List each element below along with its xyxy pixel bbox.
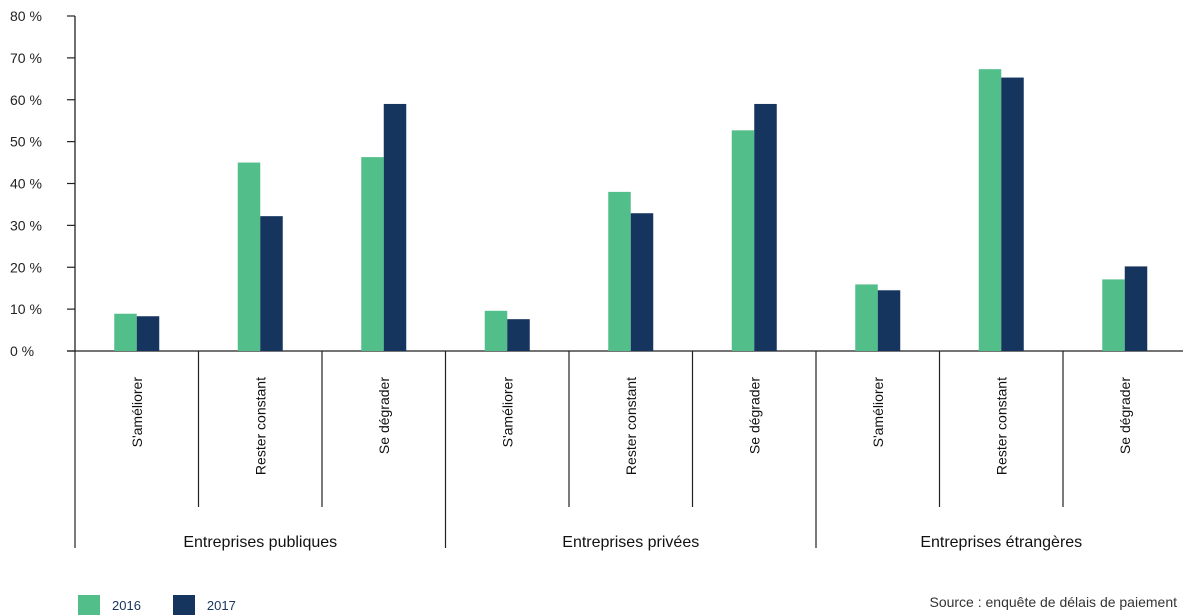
category-label: Rester constant bbox=[623, 377, 639, 475]
category-label: S'améliorer bbox=[499, 377, 515, 448]
bar-entreprises-privees-se-degrader-2016 bbox=[731, 130, 755, 351]
bar-entreprises-etrangeres-s-ameliorer-2016 bbox=[855, 284, 878, 351]
bar-chart: 0 % 10 % 20 % 30 % 40 % 50 % 60 % 70 % 80 % S'amé… bbox=[10, 8, 1183, 551]
bar-entreprises-publiques-rester-constant-2016 bbox=[237, 162, 261, 351]
bar-entreprises-etrangeres-rester-constant-2017 bbox=[1001, 77, 1024, 352]
category-label: Rester constant bbox=[993, 377, 1009, 475]
bar-entreprises-privees-rester-constant-2017 bbox=[630, 213, 654, 351]
category-label: S'améliorer bbox=[870, 377, 886, 448]
category-label: Se dégrader bbox=[746, 377, 762, 454]
y-tick-label: 20 % bbox=[10, 259, 42, 275]
bar-entreprises-publiques-s-ameliorer-2017 bbox=[136, 316, 160, 351]
bar-entreprises-publiques-rester-constant-2017 bbox=[260, 216, 283, 351]
legend: 2016 2017 bbox=[78, 595, 268, 615]
bar-entreprises-publiques-se-degrader-2016 bbox=[361, 157, 384, 351]
bar-entreprises-publiques-s-ameliorer-2016 bbox=[114, 313, 137, 351]
y-tick-label: 60 % bbox=[10, 92, 42, 108]
bar-entreprises-privees-s-ameliorer-2017 bbox=[507, 319, 530, 351]
y-tick-label: 70 % bbox=[10, 50, 42, 66]
legend-label-2017: 2017 bbox=[206, 597, 236, 613]
bar-entreprises-etrangeres-s-ameliorer-2017 bbox=[877, 290, 901, 351]
legend-swatch-2016 bbox=[78, 595, 100, 615]
y-tick-label: 30 % bbox=[10, 217, 42, 233]
legend-swatch-2017 bbox=[172, 595, 195, 615]
y-tick-label: 10 % bbox=[10, 301, 42, 317]
y-tick-label: 0 % bbox=[10, 343, 34, 359]
legend-item-2017: 2017 bbox=[172, 595, 236, 615]
bar-entreprises-privees-se-degrader-2017 bbox=[754, 103, 777, 351]
category-label: Se dégrader bbox=[1117, 377, 1133, 454]
group-label-entreprises-publiques: Entreprises publiques bbox=[183, 534, 337, 551]
bar-entreprises-publiques-se-degrader-2017 bbox=[383, 103, 407, 351]
y-tick-label: 50 % bbox=[10, 134, 42, 150]
category-label: Se dégrader bbox=[376, 377, 392, 454]
category-label: Rester constant bbox=[252, 377, 268, 475]
source-note: Source : enquête de délais de paiement bbox=[929, 594, 1177, 610]
group-label-entreprises-etrangeres: Entreprises étrangères bbox=[920, 534, 1082, 551]
category-label: S'améliorer bbox=[129, 377, 145, 448]
y-tick-label: 80 % bbox=[10, 8, 42, 24]
bar-entreprises-etrangeres-se-degrader-2017 bbox=[1124, 266, 1148, 351]
legend-label-2016: 2016 bbox=[112, 597, 141, 613]
bar-entreprises-privees-s-ameliorer-2016 bbox=[484, 310, 508, 351]
bar-entreprises-etrangeres-se-degrader-2016 bbox=[1102, 279, 1125, 351]
bar-entreprises-etrangeres-rester-constant-2016 bbox=[978, 69, 1002, 352]
bar-entreprises-privees-rester-constant-2016 bbox=[608, 191, 631, 351]
legend-item-2016: 2016 bbox=[78, 595, 141, 615]
y-tick-label: 40 % bbox=[10, 176, 42, 192]
group-label-entreprises-privees: Entreprises privées bbox=[562, 534, 699, 551]
